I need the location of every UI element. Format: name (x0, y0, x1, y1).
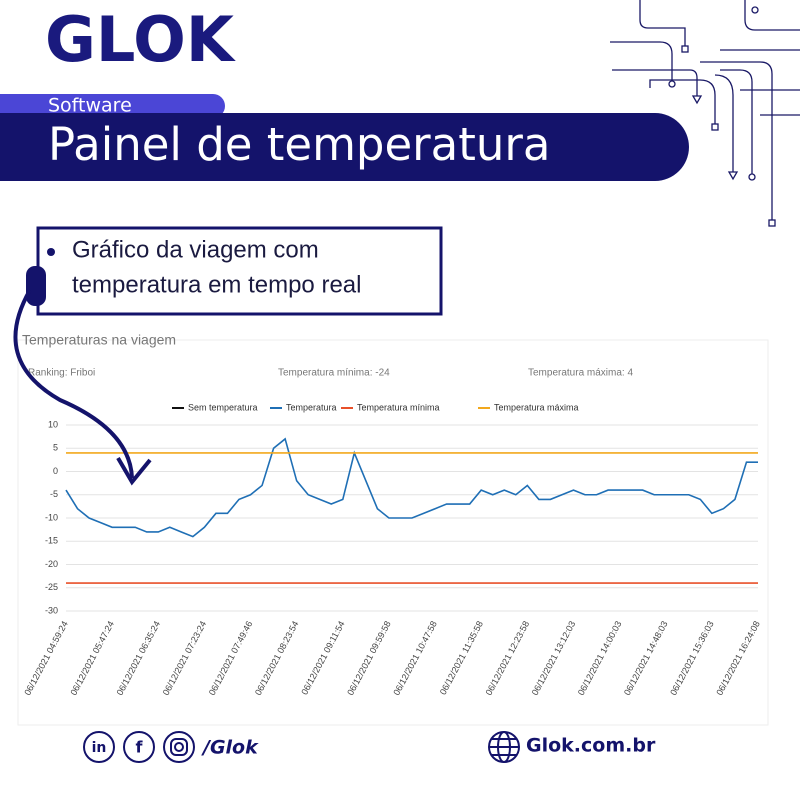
category-bar (0, 94, 225, 118)
title-bar (0, 113, 689, 181)
chart-title: Temperaturas na viagem (22, 332, 176, 348)
series-line (65, 437, 758, 538)
legend-label: Temperatura mínima (357, 402, 440, 412)
callout-line: temperatura em tempo real (72, 271, 361, 298)
arrow-handle (26, 266, 46, 306)
social-handle: /Glok (201, 737, 259, 759)
category: Software (48, 95, 132, 117)
chart-info: Temperatura mínima: -24 (278, 368, 390, 379)
y-tick-label: 0 (53, 466, 58, 476)
callout-line: Gráfico da viagem com (72, 236, 319, 263)
legend-label: Sem temperatura (188, 402, 258, 412)
social-icons (83, 731, 195, 763)
y-tick-label: -5 (50, 489, 58, 499)
arrow (13, 289, 134, 479)
y-tick-label: -30 (45, 605, 58, 615)
chart-info: Ranking: Friboi (28, 368, 95, 379)
chart-info: Temperatura máxima: 4 (528, 368, 633, 379)
y-tick-label: -15 (45, 536, 58, 546)
page-title: Painel de temperatura (48, 118, 551, 171)
y-tick-label: -25 (45, 582, 58, 592)
callout-box (36, 226, 443, 316)
chart-panel (17, 339, 769, 726)
circuit-decoration (610, 0, 800, 227)
y-tick-label: 10 (48, 419, 58, 429)
logo: GLOK (45, 3, 236, 76)
y-tick-label: -20 (45, 559, 58, 569)
y-tick-label: 5 (53, 443, 58, 453)
website: Glok.com.br (526, 735, 656, 757)
bullet (47, 248, 55, 256)
legend-label: Temperatura (286, 402, 337, 412)
icon-label: f (136, 738, 144, 757)
arrow-head (116, 456, 152, 486)
globe-icon (488, 731, 520, 763)
legend-label: Temperatura máxima (494, 402, 579, 412)
y-tick-label: -10 (45, 512, 58, 522)
icon-label: in (92, 740, 107, 756)
